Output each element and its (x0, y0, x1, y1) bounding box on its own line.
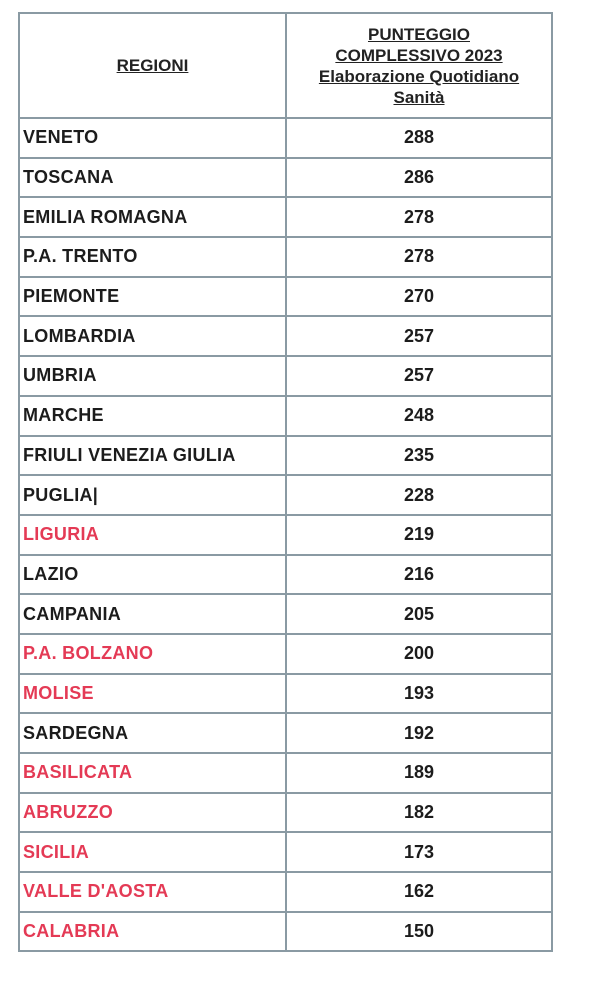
table-row: LAZIO 216 (18, 553, 553, 596)
region-score: 173 (285, 831, 553, 874)
table-row: VENETO 288 (18, 117, 553, 159)
region-name: CALABRIA (18, 910, 287, 953)
region-score: 205 (285, 593, 553, 635)
table-row: SICILIA 173 (18, 831, 553, 874)
table-row: P.A. TRENTO 278 (18, 236, 553, 278)
region-score: 200 (285, 632, 553, 675)
region-name: LIGURIA (18, 513, 287, 556)
region-name: UMBRIA (18, 355, 287, 397)
region-score: 192 (285, 712, 553, 754)
region-score: 288 (285, 117, 553, 159)
region-name: FRIULI VENEZIA GIULIA (18, 434, 287, 477)
table-row: LIGURIA 219 (18, 513, 553, 556)
region-score: 257 (285, 315, 553, 358)
region-name: BASILICATA (18, 752, 287, 794)
region-name: MARCHE (18, 394, 287, 437)
table-row: EMILIA ROMAGNA 278 (18, 196, 553, 239)
table-row: TOSCANA 286 (18, 156, 553, 199)
region-name: SICILIA (18, 831, 287, 874)
region-name: PUGLIA| (18, 474, 287, 516)
table-row: LOMBARDIA 257 (18, 315, 553, 358)
region-name: P.A. TRENTO (18, 236, 287, 278)
region-name: LOMBARDIA (18, 315, 287, 358)
table-row: PIEMONTE 270 (18, 275, 553, 318)
region-score: 228 (285, 474, 553, 516)
table-row: VALLE D'AOSTA 162 (18, 871, 553, 913)
region-score: 248 (285, 394, 553, 437)
region-score: 278 (285, 236, 553, 278)
regions-score-table: REGIONI PUNTEGGIO COMPLESSIVO 2023 Elabo… (18, 12, 553, 953)
region-score: 257 (285, 355, 553, 397)
header-score: PUNTEGGIO COMPLESSIVO 2023 Elaborazione … (285, 12, 553, 119)
region-name: VALLE D'AOSTA (18, 871, 287, 913)
region-score: 270 (285, 275, 553, 318)
region-score: 189 (285, 752, 553, 794)
table-row: CAMPANIA 205 (18, 593, 553, 635)
region-name: EMILIA ROMAGNA (18, 196, 287, 239)
region-name: ABRUZZO (18, 791, 287, 834)
region-score: 193 (285, 672, 553, 715)
header-regions: REGIONI (18, 12, 287, 119)
region-score: 278 (285, 196, 553, 239)
region-score: 216 (285, 553, 553, 596)
table-row: SARDEGNA 192 (18, 712, 553, 754)
table-row: MOLISE 193 (18, 672, 553, 715)
region-score: 235 (285, 434, 553, 477)
table-row: MARCHE 248 (18, 394, 553, 437)
region-name: LAZIO (18, 553, 287, 596)
region-name: P.A. BOLZANO (18, 632, 287, 675)
table-row: UMBRIA 257 (18, 355, 553, 397)
table-row: ABRUZZO 182 (18, 791, 553, 834)
table-row: FRIULI VENEZIA GIULIA 235 (18, 434, 553, 477)
region-score: 182 (285, 791, 553, 834)
region-score: 150 (285, 910, 553, 953)
region-name: CAMPANIA (18, 593, 287, 635)
region-name: MOLISE (18, 672, 287, 715)
region-score: 286 (285, 156, 553, 199)
region-name: PIEMONTE (18, 275, 287, 318)
region-score: 219 (285, 513, 553, 556)
region-score: 162 (285, 871, 553, 913)
region-name: SARDEGNA (18, 712, 287, 754)
region-name: VENETO (18, 117, 287, 159)
table-row: BASILICATA 189 (18, 752, 553, 794)
table-row: CALABRIA 150 (18, 910, 553, 953)
header-row: REGIONI PUNTEGGIO COMPLESSIVO 2023 Elabo… (18, 12, 553, 119)
table-row: P.A. BOLZANO 200 (18, 632, 553, 675)
region-name: TOSCANA (18, 156, 287, 199)
table-row: PUGLIA| 228 (18, 474, 553, 516)
